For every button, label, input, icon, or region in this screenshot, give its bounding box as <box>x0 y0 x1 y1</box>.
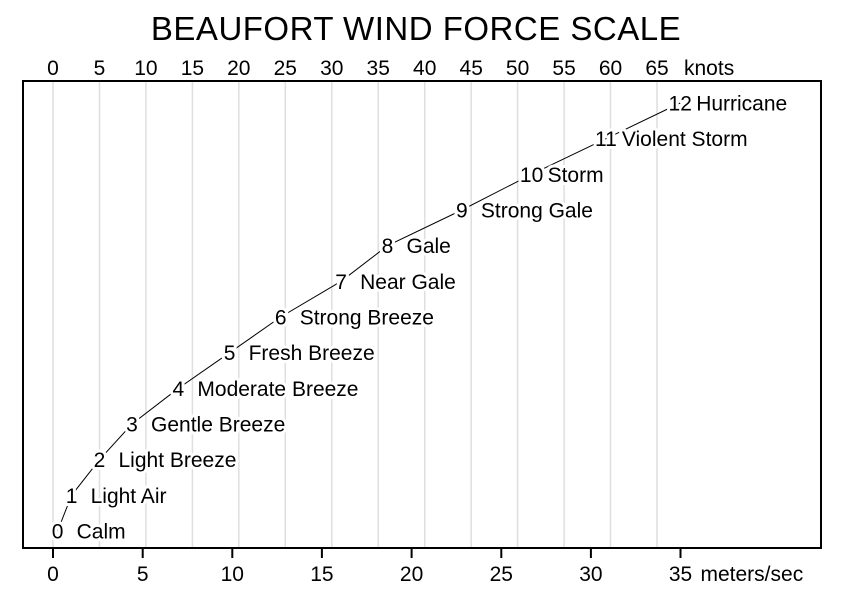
beaufort-name-12: Hurricane <box>696 93 787 116</box>
beaufort-name-4: Moderate Breeze <box>197 378 358 401</box>
top-axis-tick-label-10: 10 <box>134 57 157 80</box>
top-axis-tick-label-60: 60 <box>599 57 622 80</box>
bottom-axis-tick-label-20: 20 <box>400 563 423 586</box>
top-axis-tick-label-40: 40 <box>413 57 436 80</box>
top-axis-tick-label-25: 25 <box>274 57 297 80</box>
bottom-axis-tick-label-10: 10 <box>221 563 244 586</box>
top-axis-tick-label-50: 50 <box>506 57 529 80</box>
beaufort-number-10: 10 <box>520 164 543 187</box>
beaufort-name-1: Light Air <box>91 485 167 508</box>
bottom-axis-tick-label-35: 35 <box>669 563 692 586</box>
bottom-axis-unit-label: meters/sec <box>701 563 804 586</box>
beaufort-number-7: 7 <box>335 271 347 294</box>
top-axis-unit-label: knots <box>684 57 734 80</box>
top-axis-tick-label-20: 20 <box>227 57 250 80</box>
plot-border <box>22 80 822 549</box>
bottom-axis-tick-label-5: 5 <box>137 563 149 586</box>
bottom-axis-tick-label-15: 15 <box>310 563 333 586</box>
bottom-axis-tick-label-25: 25 <box>490 563 513 586</box>
beaufort-number-9: 9 <box>456 200 468 223</box>
beaufort-name-7: Near Gale <box>360 271 456 294</box>
top-axis-tick-label-45: 45 <box>460 57 483 80</box>
beaufort-name-11: Violent Storm <box>622 128 748 151</box>
beaufort-number-11: 11 <box>595 128 617 151</box>
beaufort-name-6: Strong Breeze <box>300 307 434 330</box>
beaufort-name-5: Fresh Breeze <box>249 342 375 365</box>
beaufort-name-2: Light Breeze <box>119 449 237 472</box>
top-axis-tick-label-35: 35 <box>367 57 390 80</box>
beaufort-number-6: 6 <box>275 307 287 330</box>
beaufort-number-5: 5 <box>224 342 236 365</box>
beaufort-number-1: 1 <box>66 485 78 508</box>
bottom-axis-tick-label-0: 0 <box>47 563 59 586</box>
beaufort-name-3: Gentle Breeze <box>151 414 285 437</box>
beaufort-number-3: 3 <box>126 414 138 437</box>
beaufort-number-4: 4 <box>173 378 185 401</box>
beaufort-curve <box>57 102 681 532</box>
beaufort-name-0: Calm <box>77 521 126 544</box>
top-axis-tick-label-15: 15 <box>181 57 204 80</box>
beaufort-number-12: 12 <box>669 93 692 116</box>
beaufort-name-9: Strong Gale <box>481 200 593 223</box>
beaufort-number-2: 2 <box>94 449 106 472</box>
top-axis-tick-label-55: 55 <box>552 57 575 80</box>
bottom-axis-tick-label-30: 30 <box>579 563 602 586</box>
beaufort-name-8: Gale <box>407 235 451 258</box>
top-axis-tick-label-65: 65 <box>645 57 668 80</box>
top-axis-tick-label-0: 0 <box>47 57 59 80</box>
top-axis-tick-label-5: 5 <box>94 57 106 80</box>
beaufort-number-0: 0 <box>52 521 64 544</box>
top-axis-tick-label-30: 30 <box>320 57 343 80</box>
chart-title: BEAUFORT WIND FORCE SCALE <box>150 10 682 47</box>
beaufort-name-10: Storm <box>548 164 604 187</box>
beaufort-number-8: 8 <box>382 235 394 258</box>
